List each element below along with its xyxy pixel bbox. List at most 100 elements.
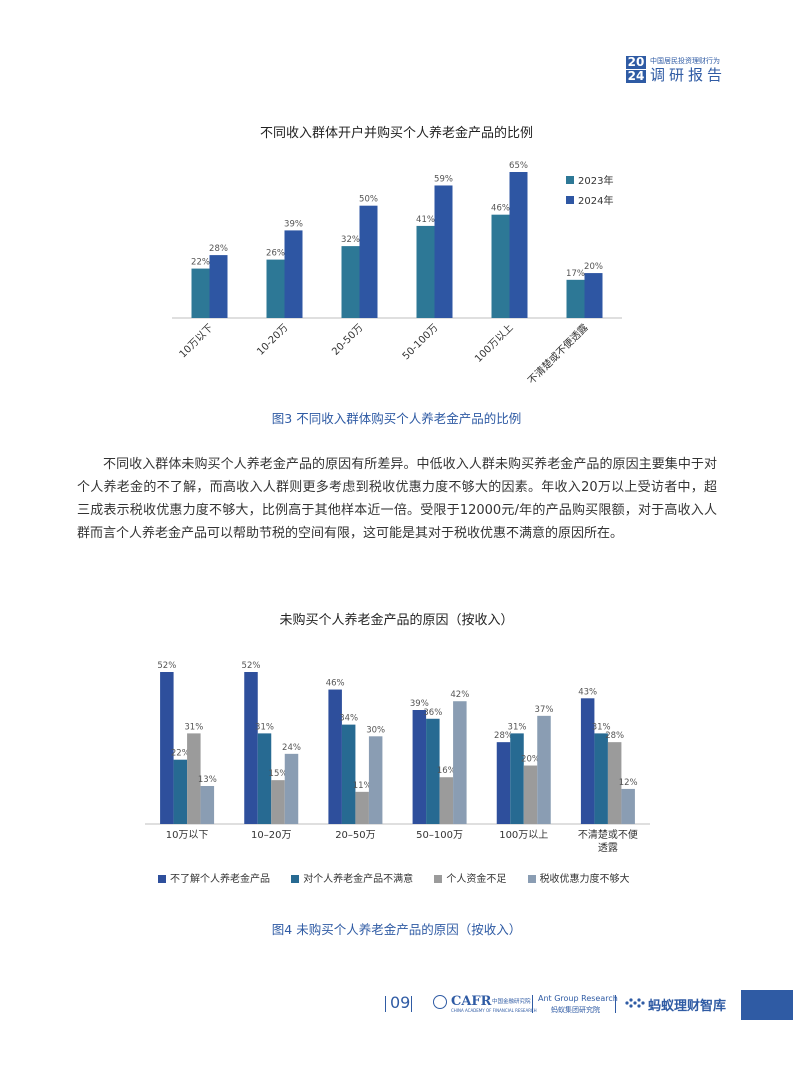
data-label: 39% — [410, 699, 429, 709]
bar — [491, 214, 510, 318]
bar — [266, 259, 285, 318]
bar — [607, 742, 622, 824]
body-paragraph-text: 不同收入群体未购买个人养老金产品的原因有所差异。中低收入人群未购买养老金产品的原… — [77, 457, 717, 541]
data-label: 31% — [184, 722, 203, 732]
data-label: 46% — [326, 679, 345, 689]
data-label: 34% — [339, 714, 358, 724]
legend-item: 个人资金不足 — [434, 870, 506, 885]
data-label: 32% — [341, 235, 360, 245]
legend-swatch — [158, 875, 166, 883]
page-number-divider — [411, 996, 412, 1012]
bar — [328, 689, 342, 824]
tick-label: 50–100万 — [416, 830, 463, 841]
bar — [416, 225, 435, 318]
legend-swatch — [566, 196, 574, 204]
data-label: 28% — [605, 731, 624, 741]
legend-swatch — [527, 875, 536, 883]
tick-label: 10万以下 — [178, 322, 216, 360]
data-label: 65% — [509, 161, 528, 171]
tick-label: 10万以下 — [166, 830, 209, 841]
data-label: 12% — [619, 778, 638, 788]
tick-label: 100万以上 — [499, 829, 548, 841]
legend-item: 税收优惠力度不够大 — [527, 870, 630, 885]
bar — [566, 279, 585, 318]
data-label: 13% — [198, 775, 217, 785]
bar — [271, 780, 285, 824]
data-label: 11% — [353, 781, 372, 791]
data-label: 50% — [359, 195, 378, 205]
bar — [284, 753, 299, 824]
tick-label: 10–20万 — [251, 830, 291, 841]
chart1-title: 不同收入群体开户并购买个人养老金产品的比例 — [259, 126, 533, 141]
chart2-legend: 不了解个人养老金产品 对个人养老金产品不满意 个人资金不足 税收优惠力度不够大 — [158, 870, 648, 885]
bar — [580, 698, 595, 824]
data-label: 31% — [508, 722, 527, 732]
bar — [496, 742, 511, 824]
data-label: 42% — [450, 690, 469, 700]
legend-item: 不了解个人养老金产品 — [158, 870, 270, 885]
bar — [412, 710, 427, 824]
footer-divider — [532, 995, 533, 1013]
legend-label: 2023年 — [578, 174, 613, 187]
body-paragraph: 不同收入群体未购买个人养老金产品的原因有所差异。中低收入人群未购买养老金产品的原… — [77, 453, 717, 545]
ant-research-english: Ant Group Research — [538, 994, 618, 1003]
data-label: 31% — [255, 722, 274, 732]
bar — [594, 733, 608, 824]
footer-divider — [615, 995, 616, 1013]
page-number-divider — [385, 996, 386, 1012]
chart2-title: 未购买个人养老金产品的原因（按收入） — [279, 613, 514, 628]
data-label: 43% — [578, 687, 597, 697]
report-year-badge: 20 24 — [626, 56, 646, 84]
report-title: 调研报告 — [650, 66, 727, 84]
data-label: 17% — [566, 269, 585, 279]
bar — [200, 786, 215, 824]
legend-swatch — [434, 875, 443, 883]
tick-label: 100万以上 — [472, 322, 515, 365]
legend-swatch — [566, 176, 574, 184]
bar — [355, 791, 369, 824]
bar — [453, 701, 467, 824]
data-label: 30% — [366, 725, 385, 735]
data-label: 31% — [592, 722, 611, 732]
data-label: 37% — [535, 705, 554, 715]
bar — [341, 724, 356, 824]
bar — [439, 777, 454, 824]
cafr-english-name: CHINA ACADEMY OF FINANCIAL RESEARCH — [451, 1008, 537, 1013]
year-top: 20 — [626, 55, 646, 69]
legend-swatch — [291, 875, 300, 883]
bar — [359, 205, 378, 318]
tick-label: 50-100万 — [401, 322, 441, 362]
bar — [584, 273, 603, 318]
bar — [341, 246, 360, 318]
chart1: 22% 28% 10万以下 26% 39% 10-20万 32% 50% 20-50万 41% 59… — [172, 161, 622, 387]
legend-label: 税收优惠力度不够大 — [539, 874, 630, 885]
data-label: 28% — [209, 244, 228, 254]
year-bottom: 24 — [626, 69, 646, 83]
data-label: 22% — [191, 258, 210, 268]
legend-label: 不了解个人养老金产品 — [170, 874, 270, 885]
bar — [160, 672, 174, 824]
bar — [434, 185, 453, 318]
legend-item: 对个人养老金产品不满意 — [291, 870, 413, 885]
figure3-caption: 图3 不同收入群体购买个人养老金产品的比例 — [271, 411, 522, 426]
bar — [426, 718, 440, 824]
legend-label: 对个人养老金产品不满意 — [303, 874, 414, 885]
data-label: 41% — [416, 215, 435, 225]
bar — [509, 172, 528, 318]
tick-label: 不清楚或不便透露 — [578, 828, 638, 854]
data-label: 28% — [494, 731, 513, 741]
tick-label: 20–50万 — [335, 830, 375, 841]
cafr-emblem-icon — [433, 995, 447, 1009]
bar — [209, 255, 228, 318]
data-label: 36% — [423, 708, 442, 718]
report-subtitle: 中国居民投资理财行为 — [650, 57, 720, 65]
data-label: 20% — [521, 755, 540, 765]
tick-label: 不清楚或不便透露 — [525, 321, 591, 387]
bar — [173, 759, 188, 824]
legend-label: 2024年 — [578, 194, 613, 207]
data-label: 24% — [282, 743, 301, 753]
bar — [244, 672, 258, 824]
bar — [537, 715, 551, 824]
chart2: 52% 22% 31% 13% 10万以下 52% 31% 15% 24% 10–20万 46% 34… — [145, 661, 650, 854]
data-label: 15% — [269, 769, 288, 779]
